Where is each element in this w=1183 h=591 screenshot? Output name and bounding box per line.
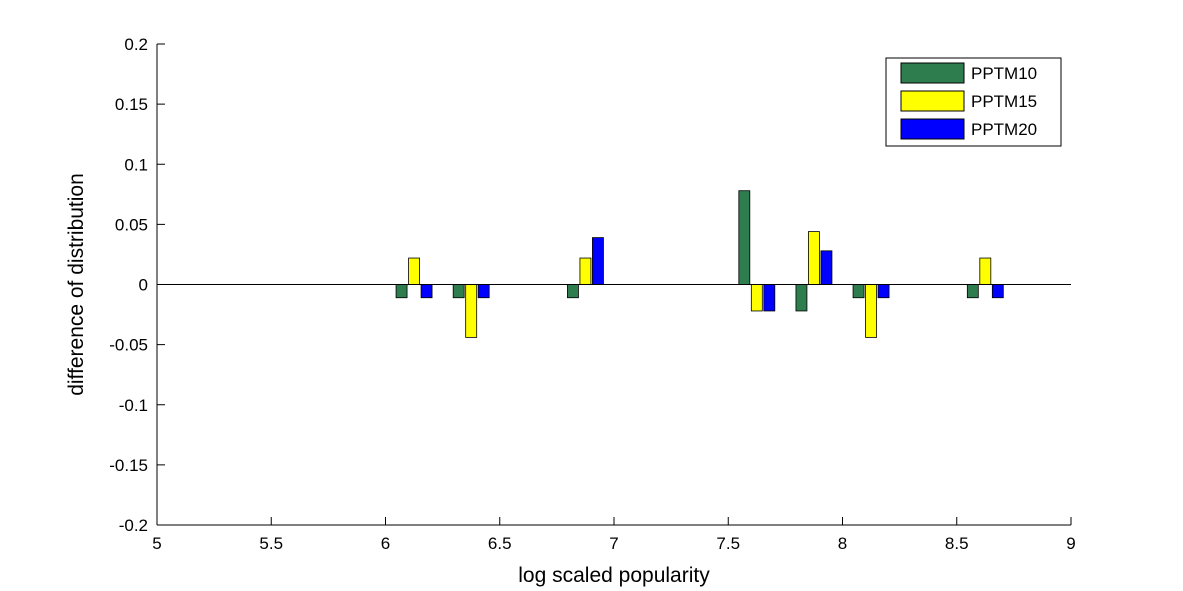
y-tick-label: 0.2	[124, 35, 148, 54]
bar-pptm15	[808, 231, 820, 285]
bar-pptm10	[395, 284, 408, 299]
legend-swatch	[900, 90, 965, 112]
x-tick-label: 9	[1066, 534, 1075, 553]
x-tick-label: 8.5	[945, 534, 969, 553]
bar-pptm20	[477, 284, 490, 299]
x-tick-label: 8	[838, 534, 847, 553]
x-tick-label: 6.5	[488, 534, 512, 553]
y-tick-label: -0.05	[109, 336, 148, 355]
bar-pptm10	[966, 284, 979, 299]
bar-pptm20	[420, 284, 433, 299]
y-axis-label: difference of distribution	[65, 173, 88, 396]
bar-pptm20	[592, 237, 604, 285]
ticks: 5 5.5 6 6.5 7 7.5 8 8.5 9 0.2 0.15 0.1 0.05 0 -0.05 -0.…	[109, 35, 1075, 553]
x-tick-label: 7	[609, 534, 618, 553]
legend: PPTM10 PPTM15 PPTM20	[885, 57, 1062, 147]
bar-pptm20	[991, 284, 1004, 299]
legend-label: PPTM15	[971, 92, 1037, 111]
legend-label: PPTM20	[971, 120, 1037, 139]
x-tick-label: 5.5	[259, 534, 283, 553]
bar-pptm10	[795, 284, 808, 312]
y-tick-label: 0.05	[115, 215, 148, 234]
bar-pptm15	[750, 284, 763, 312]
legend-swatch	[900, 62, 965, 84]
bar-pptm20	[877, 284, 890, 299]
x-axis-label: log scaled popularity	[518, 564, 710, 587]
y-tick-label: 0.1	[124, 155, 148, 174]
y-tick-label: -0.15	[109, 456, 148, 475]
bar-pptm10	[852, 284, 865, 299]
bar-pptm20	[820, 250, 833, 285]
bar-pptm15	[579, 257, 592, 285]
y-tick-label: 0	[139, 276, 148, 295]
y-tick-label: -0.1	[119, 396, 148, 415]
bar-pptm10	[738, 190, 751, 285]
bar-pptm10	[452, 284, 465, 299]
y-tick-label: -0.2	[119, 516, 148, 535]
legend-swatch	[900, 118, 965, 140]
y-tick-label: 0.15	[115, 95, 148, 114]
bar-pptm10	[567, 284, 579, 299]
x-tick-label: 6	[381, 534, 390, 553]
bar-pptm15	[979, 257, 992, 285]
bar-pptm15	[408, 257, 420, 285]
bar-pptm15	[465, 284, 478, 338]
x-tick-label: 5	[152, 534, 161, 553]
legend-label: PPTM10	[971, 64, 1037, 83]
bar-pptm20	[763, 284, 776, 312]
x-tick-label: 7.5	[716, 534, 740, 553]
bar-pptm15	[865, 284, 877, 338]
